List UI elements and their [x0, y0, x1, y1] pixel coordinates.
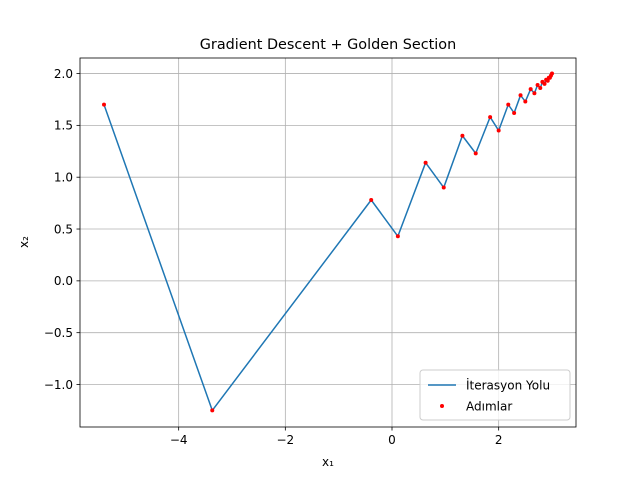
scatter-point-adimlar	[532, 91, 537, 96]
legend: İterasyon Yolu Adımlar	[419, 369, 571, 421]
scatter-point-adimlar	[542, 81, 547, 86]
scatter-point-adimlar	[528, 87, 533, 92]
scatter-point-adimlar	[423, 160, 428, 165]
y-tick-label: 0.0	[54, 274, 73, 288]
scatter-point-adimlar	[512, 110, 517, 115]
ticks: −4 −2 0 2 −1.0 −0.5 0.0 0.5 1.0 1.5 2.0	[44, 67, 503, 447]
legend-label-iterasyon-yolu: İterasyon Yolu	[466, 378, 550, 393]
y-tick-label: 2.0	[54, 67, 73, 81]
y-tick-label: 0.5	[54, 222, 73, 236]
scatter-point-adimlar	[395, 234, 400, 239]
scatter-point-adimlar	[460, 133, 465, 138]
y-tick-label: −1.0	[44, 378, 73, 392]
scatter-point-adimlar	[506, 102, 511, 107]
scatter-point-adimlar	[545, 78, 550, 83]
x-tick-label: 2	[495, 433, 503, 447]
scatter-point-adimlar	[441, 185, 446, 190]
x-axis-label: x₁	[322, 455, 334, 469]
x-tick-label: 0	[388, 433, 396, 447]
legend-box	[419, 369, 571, 421]
scatter-point-adimlar	[488, 115, 493, 120]
scatter-point-adimlar	[535, 82, 540, 87]
scatter-point-adimlar	[210, 408, 215, 413]
scatter-point-adimlar	[102, 102, 106, 107]
x-tick-label: −2	[276, 433, 294, 447]
x-tick-label: −4	[170, 433, 188, 447]
legend-marker-swatch	[440, 404, 444, 408]
y-axis-label: x₂	[17, 236, 31, 248]
grid	[80, 58, 576, 427]
y-tick-label: 1.5	[54, 119, 73, 133]
scatter-point-adimlar	[518, 93, 523, 98]
scatter-point-adimlar	[496, 128, 501, 133]
y-tick-label: −0.5	[44, 326, 73, 340]
y-tick-label: 1.0	[54, 170, 73, 184]
scatter-point-adimlar	[550, 71, 554, 76]
plot-frame	[79, 57, 577, 428]
scatter-point-adimlar	[523, 99, 528, 104]
scatter-point-adimlar	[369, 198, 374, 202]
series-layer	[102, 71, 554, 413]
scatter-point-adimlar	[473, 151, 478, 156]
legend-label-adimlar: Adımlar	[466, 400, 512, 414]
chart-title: Gradient Descent + Golden Section	[200, 37, 456, 53]
scatter-point-adimlar	[538, 86, 543, 91]
